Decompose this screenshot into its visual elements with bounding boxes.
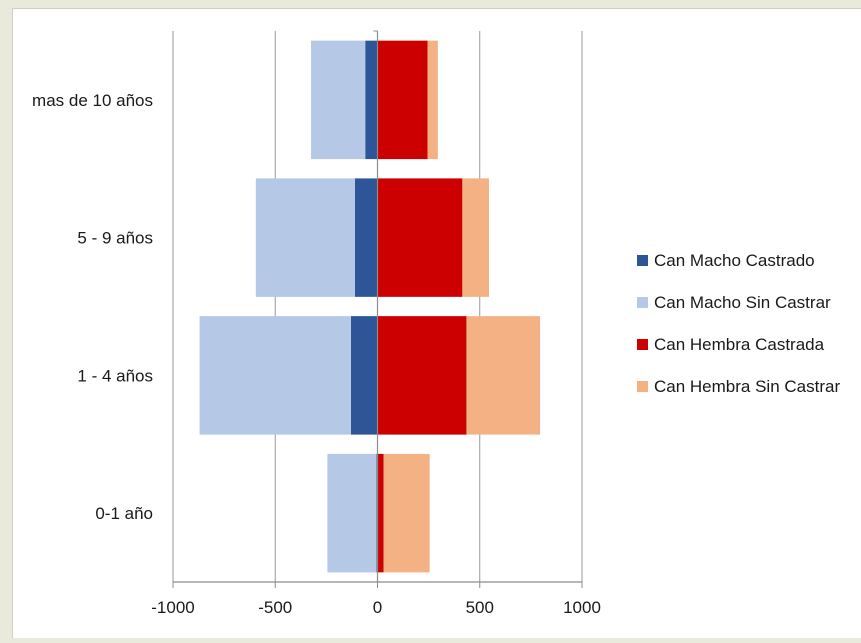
- x-tick-label: -1000: [151, 598, 194, 617]
- bar-can-macho-castrado: [350, 316, 378, 435]
- bar-can-hembra-sin-castrar: [427, 40, 438, 160]
- legend-swatch: [637, 297, 648, 308]
- legend-label: Can Hembra Castrada: [654, 335, 825, 354]
- bar-can-hembra-sin-castrar: [462, 178, 489, 297]
- x-tick-label: 500: [466, 598, 494, 617]
- legend-swatch: [637, 381, 648, 392]
- x-tick-label: -500: [258, 598, 292, 617]
- category-label: 5 - 9 años: [77, 229, 153, 248]
- axes: [172, 30, 583, 588]
- bar-can-hembra-sin-castrar: [383, 453, 430, 573]
- x-tick-labels: -1000 -500 0 500 1000: [151, 598, 601, 617]
- legend-label: Can Macho Sin Castrar: [654, 293, 831, 312]
- legend: Can Macho Castrado Can Macho Sin Castrar C…: [637, 251, 840, 396]
- legend-swatch: [637, 255, 648, 266]
- bars: [199, 40, 541, 573]
- bar-can-macho-sin-castrar: [199, 316, 351, 435]
- bar-can-hembra-castrada: [377, 316, 467, 435]
- category-label: mas de 10 años: [32, 91, 153, 110]
- bar-can-macho-sin-castrar: [327, 453, 377, 573]
- bar-can-hembra-castrada: [377, 178, 463, 297]
- bar-can-hembra-castrada: [377, 453, 384, 573]
- legend-swatch: [637, 339, 648, 350]
- x-tick-label: 0: [373, 598, 382, 617]
- bar-can-hembra-sin-castrar: [466, 316, 541, 435]
- legend-label: Can Hembra Sin Castrar: [654, 377, 840, 396]
- bar-can-macho-sin-castrar: [311, 40, 366, 160]
- gridlines: [172, 31, 583, 582]
- chart-panel: -1000 -500 0 500 1000 mas de 10 años 5 - 9 añ…: [12, 8, 861, 638]
- population-pyramid-chart: -1000 -500 0 500 1000 mas de 10 años 5 - 9 añ…: [32, 30, 840, 617]
- bar-can-macho-castrado: [355, 178, 378, 297]
- category-label: 1 - 4 años: [77, 366, 153, 385]
- category-labels: mas de 10 años 5 - 9 años 1 - 4 años 0-1 añ…: [32, 91, 153, 523]
- bar-can-hembra-castrada: [377, 40, 428, 160]
- bar-can-macho-sin-castrar: [255, 178, 356, 297]
- bar-can-macho-castrado: [365, 40, 378, 160]
- legend-label: Can Macho Castrado: [654, 251, 815, 270]
- x-tick-label: 1000: [563, 598, 601, 617]
- category-label: 0-1 año: [95, 504, 153, 523]
